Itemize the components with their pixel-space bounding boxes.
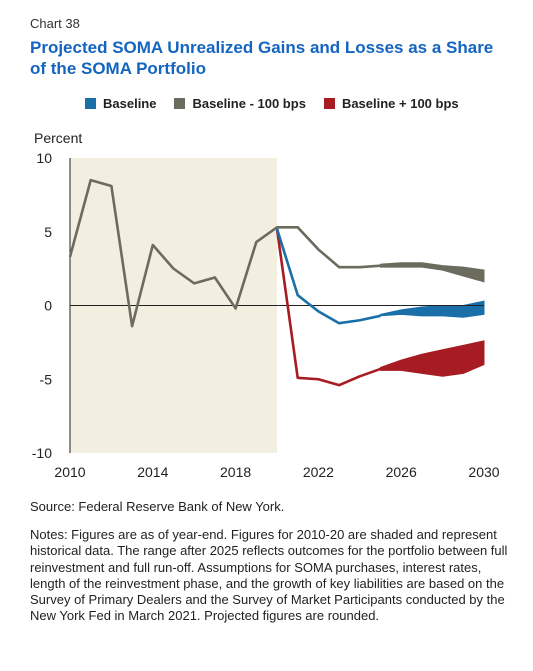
x-tick-label: 2018	[220, 464, 251, 480]
x-tick-label: 2030	[468, 464, 499, 480]
legend-swatch-baseline-minus-100	[174, 98, 186, 109]
x-tick-label: 2010	[54, 464, 85, 480]
series-line-baseline-minus-100	[68, 178, 381, 328]
legend-label-baseline-minus-100: Baseline - 100 bps	[192, 96, 306, 111]
x-tick-labels: 2010 2014 2018 2022 2026 2030	[54, 464, 499, 480]
y-axis-label: Percent	[34, 130, 82, 146]
legend-item-baseline: Baseline	[85, 96, 156, 111]
source-note: Source: Federal Reserve Bank of New York…	[30, 499, 285, 514]
legend-swatch-baseline-plus-100	[323, 98, 335, 109]
chart-title: Projected SOMA Unrealized Gains and Loss…	[30, 38, 494, 78]
x-tick-label: 2014	[137, 464, 168, 480]
y-tick-label: -5	[40, 371, 53, 387]
range-band-baseline-plus-100	[380, 340, 485, 377]
chart-number: Chart 38	[30, 16, 80, 31]
y-tick-label: 10	[36, 150, 52, 166]
x-tick-label: 2022	[303, 464, 334, 480]
series-line-baseline-plus-100	[275, 228, 381, 387]
legend-label-baseline: Baseline	[103, 96, 157, 111]
series-lines-layer	[68, 178, 381, 387]
range-bands-layer	[380, 262, 485, 377]
y-tick-label: 5	[44, 224, 52, 240]
range-band-baseline	[380, 300, 485, 318]
legend-item-baseline-minus-100: Baseline - 100 bps	[174, 96, 306, 111]
chart-plot: 10 5 0 -5 -10 2010 2014 2018 2022 2026 2030 Perce…	[32, 130, 500, 480]
y-tick-labels: 10 5 0 -5 -10	[32, 150, 52, 461]
y-tick-label: 0	[44, 298, 52, 314]
legend-label-baseline-plus-100: Baseline + 100 bps	[341, 96, 459, 111]
x-tick-label: 2026	[386, 464, 417, 480]
y-tick-label: -10	[32, 445, 52, 461]
range-band-baseline-minus-100	[380, 262, 485, 283]
legend-swatch-baseline	[85, 98, 96, 109]
series-line-baseline	[275, 228, 381, 325]
legend: Baseline Baseline - 100 bps Baseline + 1…	[85, 96, 459, 111]
legend-item-baseline-plus-100: Baseline + 100 bps	[323, 96, 459, 111]
notes-text: Notes: Figures are as of year-end. Figur…	[30, 527, 508, 624]
